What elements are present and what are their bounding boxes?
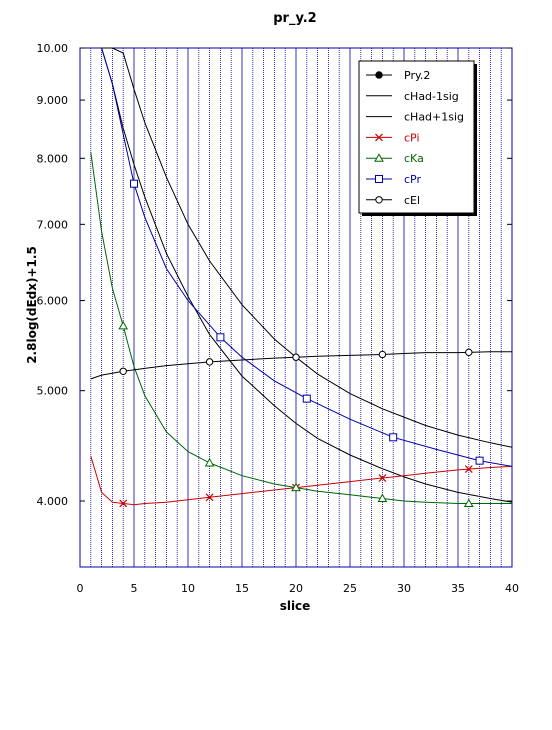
data-point-cel [205, 358, 214, 366]
legend-label-cel: cEl [404, 194, 420, 207]
data-point-cka [377, 493, 388, 503]
series-line-cka [90, 152, 512, 504]
y-tick-label: 7.000 [37, 218, 69, 231]
x-axis-label: slice [280, 599, 311, 613]
series-line-chad-1sig [101, 47, 513, 448]
legend-label-cka: cKa [404, 152, 424, 165]
legend-label-chad-1sig: cHad-1sig [404, 90, 459, 103]
data-point-cpr [130, 179, 138, 188]
data-point-cpr [475, 456, 484, 465]
x-tick-label: 10 [181, 582, 195, 595]
data-point-cpi [378, 474, 387, 482]
x-tick-label: 30 [397, 582, 411, 595]
data-point-cka [204, 457, 215, 467]
data-point-cpr [302, 394, 311, 403]
y-tick-label: 8.000 [37, 152, 69, 165]
legend-label-cpr: cPr [404, 173, 421, 186]
legend-label-chad-1sig: cHad+1sig [404, 111, 464, 124]
series-curves [90, 47, 513, 506]
x-axis-ticks: 0 5 10 15 20 25 30 35 40 [77, 582, 520, 595]
chart-title: pr_y.2 [273, 11, 316, 26]
legend-marker-cpr [375, 175, 383, 183]
x-tick-label: 5 [131, 582, 138, 595]
series-line-chad-1sig [101, 47, 513, 503]
legend-marker-cka [374, 153, 384, 162]
series-line-cel [90, 351, 512, 380]
y-tick-label: 10.00 [37, 42, 69, 55]
y-tick-label: 6.000 [37, 295, 69, 308]
data-point-cel [292, 353, 300, 361]
y-tick-label: 4.000 [37, 495, 69, 508]
series-line-cpr [101, 47, 513, 467]
data-point-cka [291, 482, 301, 492]
data-point-cpi [119, 499, 128, 508]
data-point-cpi [464, 465, 473, 474]
x-tick-label: 35 [451, 582, 465, 595]
y-tick-label: 5.000 [37, 385, 69, 398]
data-point-cpr [389, 433, 398, 442]
data-point-cel [465, 348, 473, 357]
x-tick-label: 20 [289, 582, 303, 595]
x-tick-label: 25 [343, 582, 357, 595]
legend: Pry.2 cHad-1sig cHad+1sig cPi cKa cPr cEl [358, 60, 477, 216]
y-axis-ticks: 4.000 5.000 6.000 7.000 8.000 9.000 10.00 [37, 42, 512, 508]
x-tick-label: 40 [505, 582, 519, 595]
series-line-cpi [90, 455, 513, 506]
legend-marker-cel [375, 196, 383, 204]
legend-label-pry-2: Pry.2 [404, 69, 430, 82]
legend-label-cpi: cPi [404, 131, 420, 144]
y-axis-label: 2.8log(dEdx)+1.5 [25, 246, 39, 364]
x-tick-label: 15 [235, 582, 249, 595]
data-point-cka [118, 320, 129, 330]
series-markers [118, 179, 484, 508]
legend-marker-pry-2 [375, 71, 383, 79]
data-point-cel [119, 367, 127, 375]
data-point-cel [378, 350, 387, 359]
data-point-cka [463, 498, 474, 507]
legend-marker-cpi [375, 133, 383, 142]
y-tick-label: 9.000 [37, 94, 69, 107]
x-tick-label: 0 [77, 582, 84, 595]
data-point-cpr [216, 333, 225, 342]
data-point-cpi [205, 493, 214, 502]
